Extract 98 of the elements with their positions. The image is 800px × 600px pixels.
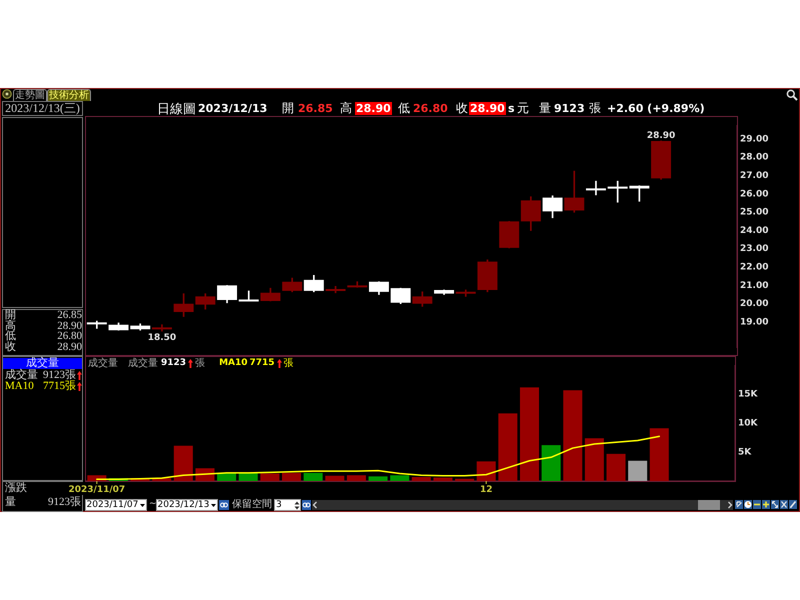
- y-tick-label: 26.00: [740, 189, 768, 200]
- bar: [606, 454, 626, 481]
- y-tick-label: 24.00: [740, 226, 768, 236]
- text: +2.60 (+9.89%): [607, 101, 705, 116]
- bar: [368, 476, 388, 481]
- y-tick-label: 5K: [738, 447, 752, 458]
- candlestick: [520, 196, 541, 231]
- text: 3: [276, 500, 282, 510]
- annotation: 18.50: [148, 332, 176, 343]
- annotation: 成交量: [128, 358, 158, 368]
- bar: [628, 460, 648, 481]
- y-tick-label: 10K: [738, 418, 759, 429]
- bar: [542, 445, 561, 481]
- text: 28.90: [56, 341, 82, 354]
- candlestick: [326, 286, 346, 294]
- y-tick-label: 25.00: [740, 208, 768, 218]
- text: 高: [5, 320, 16, 332]
- text: 28.90: [56, 320, 82, 332]
- text: 2023/12/13(三): [2, 101, 83, 116]
- text: ~: [149, 498, 157, 510]
- candlestick: [564, 170, 584, 213]
- tab: 技術分析: [47, 89, 91, 101]
- text: 保留空間: [232, 498, 272, 510]
- text: 收: [456, 101, 468, 116]
- bar: [238, 472, 258, 481]
- bar: [304, 472, 323, 481]
- y-tick-label: 21.00: [740, 280, 768, 291]
- candlestick: [238, 290, 259, 302]
- bar: [346, 475, 366, 481]
- text: 26.80: [56, 330, 82, 342]
- candlestick: [174, 293, 194, 317]
- bar: [433, 478, 452, 481]
- candlestick: [477, 259, 498, 292]
- text: 開: [282, 101, 294, 116]
- text: 7715張: [43, 380, 76, 392]
- y-tick-label: 29.00: [740, 134, 768, 144]
- candlestick: [108, 322, 129, 331]
- y-tick-label: 23.00: [740, 244, 768, 254]
- text: 9123: [554, 101, 585, 116]
- text: 成交量: [3, 357, 82, 369]
- y-tick-label: 20.00: [740, 299, 768, 310]
- bar: [520, 387, 539, 481]
- bar: [498, 413, 518, 481]
- candlestick: [260, 288, 280, 302]
- chart-title: 日線圖: [157, 101, 196, 116]
- annotation: 張: [195, 358, 206, 368]
- text: s: [508, 101, 515, 116]
- text: 26.85: [298, 101, 333, 116]
- annotation: 9123: [161, 358, 186, 368]
- candlestick: [608, 180, 628, 203]
- annotation: 7715: [250, 358, 275, 368]
- y-tick-label: 28.00: [740, 152, 768, 163]
- bar: [584, 438, 604, 481]
- y-tick-label: 22.00: [740, 262, 768, 272]
- text: 量: [5, 496, 16, 508]
- text: MA10: [5, 380, 34, 392]
- y-tick-label: 19.00: [740, 317, 768, 328]
- annotation: 張: [284, 358, 294, 368]
- bar: [563, 390, 582, 481]
- candlestick: [651, 140, 672, 180]
- text: 2023/12/13: [158, 500, 210, 510]
- category-label: 2023/11/07: [86, 500, 138, 510]
- candlestick: [542, 195, 563, 218]
- bar: [325, 476, 344, 481]
- bar: [282, 472, 302, 481]
- text: 開: [5, 309, 16, 321]
- y-tick-label: 27.00: [740, 171, 768, 182]
- bar: [476, 461, 496, 481]
- chart-title: 成交量: [88, 358, 118, 368]
- text: 28.90: [355, 102, 392, 115]
- text: 收: [5, 341, 16, 354]
- candlestick: [152, 324, 172, 332]
- text: 元: [517, 101, 529, 116]
- text: 2023/12/13: [198, 101, 268, 116]
- text: 高: [340, 101, 352, 116]
- bar: [217, 472, 236, 481]
- text: MA10: [219, 358, 248, 368]
- text: 量: [539, 101, 551, 116]
- text: 漲跌: [5, 482, 27, 494]
- candlestick: [586, 180, 606, 196]
- text: 低: [398, 101, 410, 116]
- text: 張: [589, 101, 601, 116]
- bar: [390, 475, 410, 481]
- text: 28.90: [469, 102, 506, 115]
- candlestick: [499, 221, 520, 248]
- bar: [412, 476, 431, 481]
- annotation: 28.90: [646, 130, 676, 141]
- text: 26.85: [56, 309, 82, 321]
- bar: [650, 428, 669, 481]
- text: 低: [5, 330, 16, 342]
- y-tick-label: 15K: [738, 390, 759, 400]
- text: 26.80: [413, 101, 448, 116]
- text: 成交量: [5, 369, 38, 381]
- text: 9123張: [43, 369, 76, 381]
- text: 9123張: [47, 496, 81, 508]
- bar: [174, 446, 193, 481]
- x-tick-label: 12: [480, 484, 492, 495]
- bar: [260, 473, 280, 481]
